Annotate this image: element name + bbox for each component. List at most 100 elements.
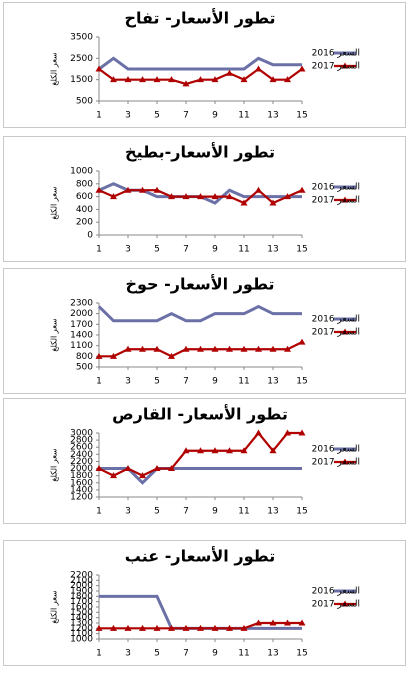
y-tick-label: 1600 <box>70 478 93 488</box>
data-point <box>255 186 262 193</box>
data-point <box>95 465 103 472</box>
x-tick-label: 3 <box>125 507 131 517</box>
y-tick-label: 400 <box>76 205 93 215</box>
data-point <box>197 76 204 83</box>
x-tick-label: 5 <box>154 649 160 659</box>
data-point <box>124 624 132 631</box>
x-tick-label: 7 <box>183 245 189 255</box>
y-tick-label: 2400 <box>70 450 93 460</box>
data-point <box>153 186 161 193</box>
chart-title: تطور الأسعار- تفاح <box>124 9 275 28</box>
y-tick-label: 1800 <box>70 471 93 481</box>
x-tick-label: 9 <box>212 245 218 255</box>
data-point <box>298 186 306 193</box>
chart: تطور الأسعار- القارص سعر الكلغ 12001400160… <box>50 405 361 517</box>
y-tick-label: 1600 <box>70 603 93 613</box>
data-point <box>284 345 291 352</box>
data-point <box>226 447 233 454</box>
y-tick-label: 1400 <box>70 613 93 623</box>
data-point <box>226 345 233 352</box>
y-tick-label: 1400 <box>70 331 93 341</box>
y-tick-label: 1900 <box>70 587 93 597</box>
data-point <box>284 76 291 83</box>
data-point <box>240 76 248 83</box>
data-point <box>298 65 306 72</box>
x-tick-label: 9 <box>212 377 218 387</box>
data-point <box>240 624 248 631</box>
data-point <box>139 345 146 352</box>
data-point <box>269 345 277 352</box>
series-line <box>99 467 302 485</box>
data-point <box>197 447 204 454</box>
data-point <box>255 65 262 72</box>
data-point <box>269 447 277 454</box>
data-point <box>110 76 117 83</box>
x-tick-label: 3 <box>125 111 131 121</box>
series-line <box>98 56 302 71</box>
y-tick-label: 1700 <box>70 320 93 330</box>
chart-title: تطور الأسعار- حوخ <box>125 275 274 294</box>
data-point <box>284 193 291 200</box>
y-tick-label: 500 <box>76 97 93 107</box>
y-tick-label: 0 <box>87 231 93 241</box>
x-tick-label: 11 <box>238 507 249 517</box>
legend-label: السعر 2017 <box>312 62 360 72</box>
data-point <box>255 345 262 352</box>
data-point <box>182 345 190 352</box>
legend-label: السعر 2017 <box>312 328 360 338</box>
data-point <box>269 619 277 626</box>
legend-marker <box>341 62 349 69</box>
legend-label: السعر 2017 <box>312 600 360 610</box>
data-point <box>110 472 117 479</box>
y-tick-label: 1000 <box>70 635 93 645</box>
chart: تطور الأسعار- حوخ سعر الكلغ 50080011001400… <box>50 275 361 387</box>
data-point <box>139 186 146 193</box>
chart-panel: تطور الأسعار- حوخ سعر الكلغ 500 800 1100 1400… <box>3 268 406 394</box>
legend-marker <box>341 458 349 465</box>
legend-marker <box>341 600 349 607</box>
data-point <box>240 447 248 454</box>
data-point <box>240 199 248 206</box>
y-tick-label: 2000 <box>70 464 93 474</box>
data-point <box>284 429 291 436</box>
y-tick-label: 2000 <box>70 581 93 591</box>
data-point <box>110 193 117 200</box>
x-tick-label: 11 <box>238 245 249 255</box>
y-tick-label: 600 <box>76 192 93 202</box>
x-tick-label: 1 <box>96 649 102 659</box>
x-tick-label: 13 <box>267 377 278 387</box>
x-tick-label: 15 <box>296 111 307 121</box>
data-point <box>226 193 233 200</box>
legend-label: السعر 2016 <box>312 587 360 597</box>
data-point <box>110 352 117 359</box>
y-tick-label: 1500 <box>70 608 93 618</box>
data-point <box>153 624 161 631</box>
data-point <box>168 465 175 472</box>
data-point <box>269 76 277 83</box>
data-point <box>124 186 132 193</box>
y-tick-label: 1700 <box>70 597 93 607</box>
data-point <box>153 76 161 83</box>
y-tick-label: 2600 <box>70 443 93 453</box>
y-axis-label: سعر الكلغ <box>50 52 59 86</box>
y-tick-label: 800 <box>76 179 93 189</box>
y-tick-label: 1500 <box>70 75 93 85</box>
x-tick-label: 1 <box>96 111 102 121</box>
data-point <box>95 186 103 193</box>
y-tick-label: 800 <box>76 352 93 362</box>
y-tick-label: 1100 <box>70 341 93 351</box>
x-tick-label: 15 <box>296 649 307 659</box>
data-point <box>211 624 219 631</box>
x-tick-label: 3 <box>125 377 131 387</box>
y-tick-label: 3500 <box>70 33 93 43</box>
data-point <box>168 76 175 83</box>
x-tick-label: 3 <box>125 649 131 659</box>
x-tick-label: 11 <box>238 377 249 387</box>
data-point <box>211 447 219 454</box>
x-tick-label: 7 <box>183 111 189 121</box>
y-axis-label: سعر الكلغ <box>50 590 59 624</box>
data-point <box>211 76 219 83</box>
y-tick-label: 2500 <box>70 54 93 64</box>
series-line <box>97 304 302 323</box>
legend-label: السعر 2017 <box>312 458 360 468</box>
